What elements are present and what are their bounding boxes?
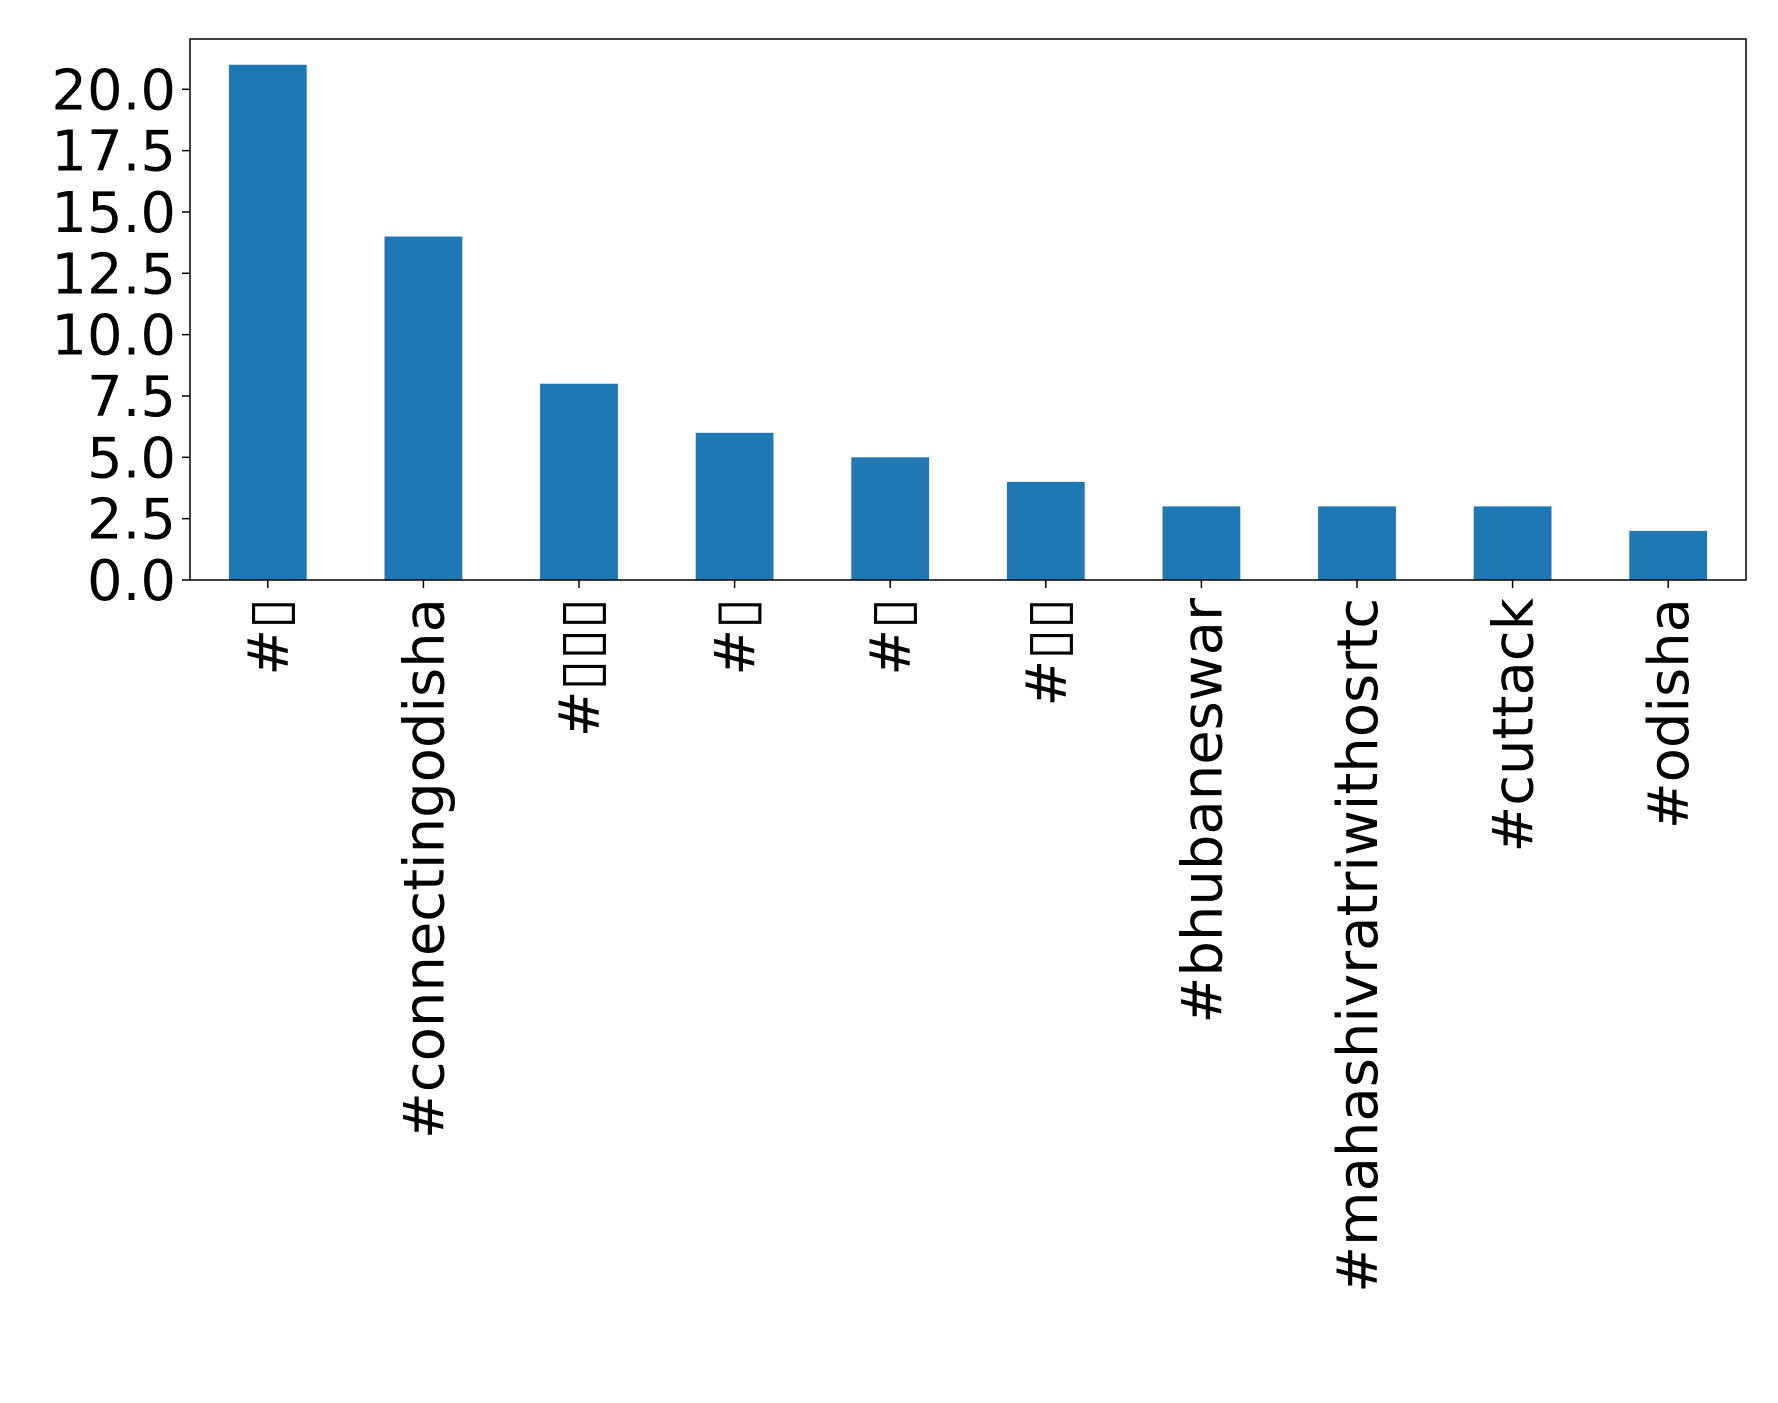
x-axis: #▯ #connectingodisha #▯▯▯ #▯ #▯ #▯▯ #bhubanesw…: [237, 580, 1702, 1293]
y-tick-label-7: 17.5: [51, 120, 176, 185]
x-tick-label-2: #▯▯▯: [548, 598, 613, 737]
bar-1: [384, 236, 463, 580]
x-tick-label-3: #▯: [704, 598, 769, 676]
x-tick-label-6: #bhubaneswar: [1170, 597, 1235, 1024]
bar-4: [851, 457, 930, 580]
y-tick-label-2: 5.0: [87, 426, 176, 491]
bar-3: [695, 432, 774, 580]
y-axis: 0.02.55.07.510.012.515.017.520.0: [51, 58, 190, 614]
x-tick-label-1: #connectingodisha: [392, 598, 457, 1139]
y-tick-label-1: 2.5: [87, 488, 176, 553]
y-tick-label-5: 12.5: [51, 242, 176, 307]
x-tick-label-9: #odisha: [1637, 598, 1702, 829]
bar-2: [540, 383, 618, 580]
bars-group: [228, 64, 1708, 580]
x-tick-label-7: #mahashivratriwithosrtc: [1326, 598, 1391, 1293]
x-tick-label-8: #cuttack: [1482, 597, 1547, 852]
y-tick-label-8: 20.0: [51, 58, 176, 123]
bar-6: [1162, 506, 1241, 580]
y-tick-label-0: 0.0: [87, 549, 176, 614]
bar-7: [1318, 506, 1396, 580]
x-tick-label-4: #▯: [859, 598, 924, 676]
bar-8: [1473, 506, 1552, 580]
x-tick-label-5: #▯▯: [1015, 598, 1080, 707]
bar-5: [1006, 481, 1085, 580]
bar-0: [228, 64, 307, 580]
bar-9: [1629, 530, 1708, 580]
x-tick-label-0: #▯: [237, 598, 302, 676]
y-tick-label-4: 10.0: [51, 304, 176, 369]
y-tick-label-6: 15.0: [51, 181, 176, 246]
plot-frame: [189, 38, 1747, 581]
y-tick-label-3: 7.5: [87, 365, 176, 430]
